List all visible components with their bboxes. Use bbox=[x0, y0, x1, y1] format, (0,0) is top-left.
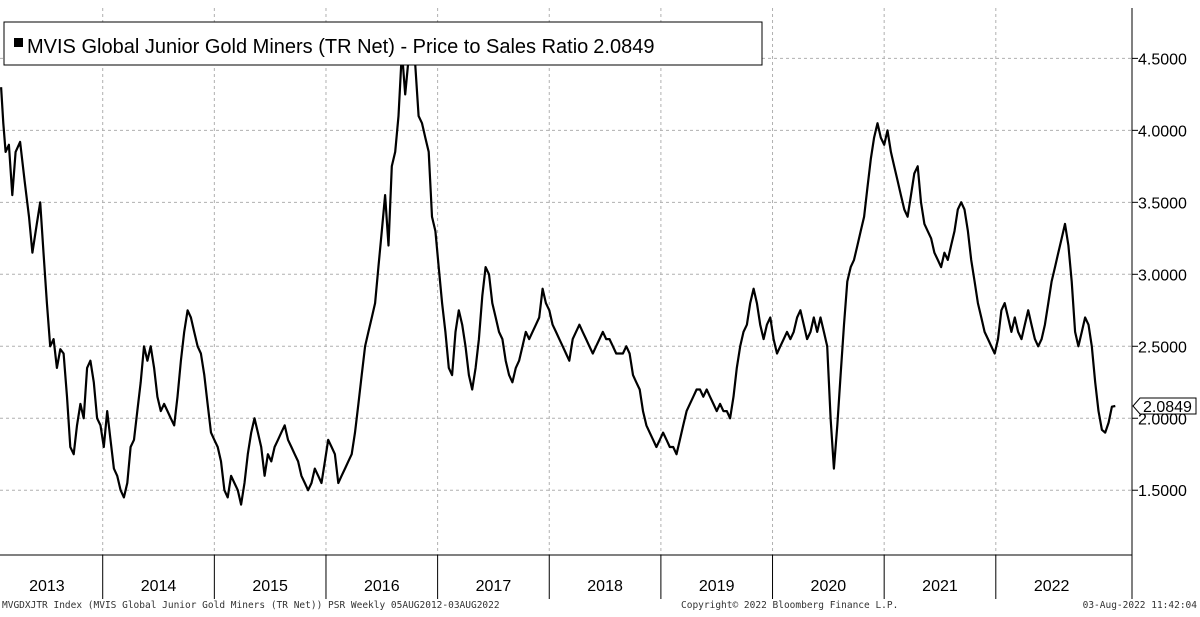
x-tick-label: 2017 bbox=[476, 578, 512, 595]
series-layer bbox=[0, 35, 1116, 506]
y-tick-label: 3.5000 bbox=[1138, 195, 1187, 212]
footer: MVGDXJTR Index (MVIS Global Junior Gold … bbox=[2, 600, 1197, 611]
legend-value: 2.0849 bbox=[593, 36, 654, 58]
x-tick-label: 2018 bbox=[587, 578, 623, 595]
x-tick-label: 2013 bbox=[29, 578, 65, 595]
legend-title: MVIS Global Junior Gold Miners (TR Net) … bbox=[27, 36, 588, 58]
x-tick-label: 2016 bbox=[364, 578, 400, 595]
footer-source-text: MVGDXJTR Index (MVIS Global Junior Gold … bbox=[2, 600, 500, 611]
last-value-label: 2.0849 bbox=[1143, 399, 1192, 416]
x-tick-label: 2015 bbox=[252, 578, 288, 595]
tick-labels: 1.5000 2.0000 2.5000 3.0000 3.5000 4.0000 4.50… bbox=[29, 51, 1187, 595]
y-tick-label: 3.0000 bbox=[1138, 267, 1187, 284]
series-line bbox=[0, 35, 1116, 506]
legend-swatch bbox=[14, 38, 23, 47]
x-tick-label: 2019 bbox=[699, 578, 735, 595]
x-tick-label: 2020 bbox=[811, 578, 847, 595]
y-tick-label: 1.5000 bbox=[1138, 483, 1187, 500]
y-tick-label: 2.0000 bbox=[1138, 411, 1187, 428]
last-value-tag: 2.0849 bbox=[1132, 397, 1197, 416]
x-tick-label: 2022 bbox=[1034, 578, 1070, 595]
last-value-box bbox=[1132, 397, 1197, 415]
x-tick-label: 2014 bbox=[141, 578, 177, 595]
y-tick-label: 4.5000 bbox=[1138, 51, 1187, 68]
footer-copyright-text: Copyright© 2022 Bloomberg Finance L.P. bbox=[681, 600, 898, 611]
legend: MVIS Global Junior Gold Miners (TR Net) … bbox=[3, 21, 763, 66]
footer-timestamp-text: 03-Aug-2022 11:42:04 bbox=[1083, 600, 1198, 611]
y-tick-label: 2.5000 bbox=[1138, 339, 1187, 356]
legend-box bbox=[3, 21, 763, 66]
axes bbox=[0, 8, 1138, 599]
y-tick-label: 4.0000 bbox=[1138, 123, 1187, 140]
x-tick-label: 2021 bbox=[922, 578, 958, 595]
